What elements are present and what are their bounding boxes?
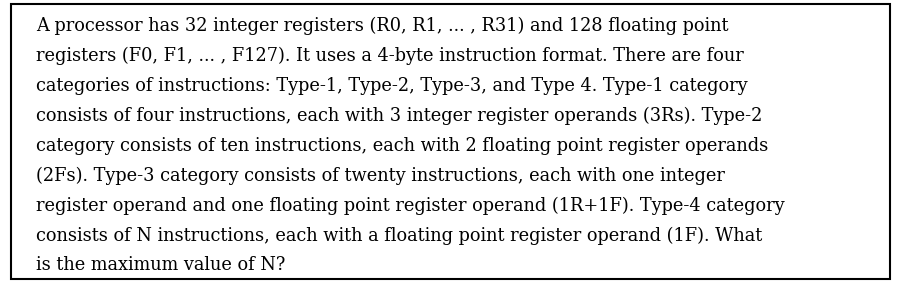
Text: (2Fs). Type-3 category consists of twenty instructions, each with one integer: (2Fs). Type-3 category consists of twent…	[36, 167, 725, 185]
Text: consists of N instructions, each with a floating point register operand (1F). Wh: consists of N instructions, each with a …	[36, 227, 762, 245]
Text: consists of four instructions, each with 3 integer register operands (3Rs). Type: consists of four instructions, each with…	[36, 107, 762, 125]
Text: registers (F0, F1, ... , F127). It uses a 4-byte instruction format. There are f: registers (F0, F1, ... , F127). It uses …	[36, 47, 744, 65]
FancyBboxPatch shape	[11, 4, 890, 279]
Text: categories of instructions: Type-1, Type-2, Type-3, and Type 4. Type-1 category: categories of instructions: Type-1, Type…	[36, 77, 748, 95]
Text: register operand and one floating point register operand (1R+1F). Type-4 categor: register operand and one floating point …	[36, 197, 785, 215]
Text: category consists of ten instructions, each with 2 floating point register opera: category consists of ten instructions, e…	[36, 137, 769, 155]
Text: is the maximum value of N?: is the maximum value of N?	[36, 256, 286, 274]
Text: A processor has 32 integer registers (R0, R1, ... , R31) and 128 floating point: A processor has 32 integer registers (R0…	[36, 17, 729, 35]
